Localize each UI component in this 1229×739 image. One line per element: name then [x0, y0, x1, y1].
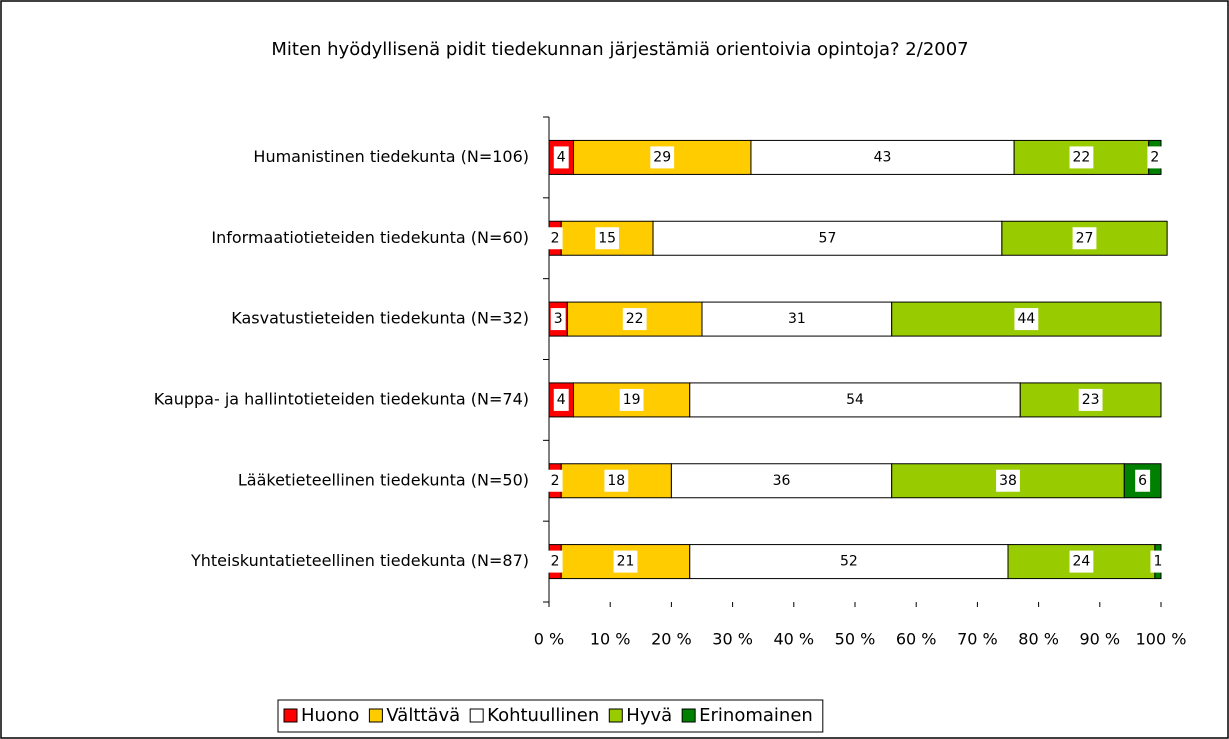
legend-box	[277, 699, 824, 733]
value-label: 1	[1153, 554, 1162, 570]
value-label-bg	[843, 388, 867, 411]
value-label-bg	[613, 550, 638, 573]
value-label-bg	[604, 469, 629, 492]
value-label-bg	[650, 146, 675, 169]
value-label-bg	[553, 388, 569, 411]
x-tick-label: 50 %	[835, 630, 876, 649]
value-label-bg	[553, 146, 569, 169]
category-label: Kasvatustieteiden tiedekunta (N=32)	[231, 309, 529, 328]
value-label: 23	[1082, 392, 1100, 408]
value-label-bg	[1147, 146, 1163, 169]
value-label: 44	[1017, 311, 1035, 327]
value-label-bg	[996, 469, 1020, 492]
x-tick-label: 40 %	[773, 630, 814, 649]
value-label-bg	[1014, 308, 1039, 331]
value-label: 22	[626, 311, 644, 327]
bar-segment	[560, 544, 691, 580]
legend-label: Huono	[301, 705, 359, 726]
chart-title: Miten hyödyllisenä pidit tiedekunnan jär…	[271, 39, 968, 60]
value-label-bg	[622, 308, 647, 331]
x-tick-label: 60 %	[896, 630, 937, 649]
value-label: 21	[617, 554, 635, 570]
legend-swatch	[608, 708, 623, 723]
value-label: 24	[1073, 554, 1091, 570]
category-label: Lääketieteellinen tiedekunta (N=50)	[238, 470, 529, 489]
value-label-bg	[595, 227, 620, 250]
x-tick-label: 20 %	[651, 630, 692, 649]
value-label-bg	[1078, 388, 1103, 411]
value-label: 27	[1076, 230, 1094, 246]
x-tick-label: 0 %	[534, 630, 564, 649]
value-label-bg	[1135, 469, 1151, 492]
legend-swatch	[368, 708, 383, 723]
legend-swatch	[283, 708, 298, 723]
value-label: 19	[623, 392, 641, 408]
value-label: 36	[773, 473, 791, 489]
value-label-bg	[1069, 146, 1094, 169]
value-label: 2	[551, 473, 560, 489]
value-label: 29	[653, 149, 671, 165]
legend-label: Kohtuullinen	[487, 705, 599, 726]
category-label: Yhteiskuntatieteellinen tiedekunta (N=87…	[190, 551, 529, 570]
value-label: 4	[557, 149, 566, 165]
x-tick-label: 100 %	[1136, 630, 1187, 649]
x-tick-label: 80 %	[1018, 630, 1059, 649]
value-label-bg	[1150, 550, 1166, 573]
category-label: Informaatiotieteiden tiedekunta (N=60)	[211, 228, 529, 247]
value-label-bg	[836, 550, 861, 573]
value-label-bg	[550, 308, 566, 331]
value-label: 57	[819, 230, 837, 246]
value-label-bg	[784, 308, 809, 331]
value-label-bg	[547, 550, 563, 573]
value-label: 3	[554, 311, 563, 327]
legend-swatch	[681, 708, 696, 723]
x-tick-label: 90 %	[1079, 630, 1120, 649]
legend-label: Hyvä	[626, 705, 672, 726]
value-label-bg	[769, 469, 794, 492]
x-tick-label: 10 %	[590, 630, 631, 649]
value-label: 4	[557, 392, 566, 408]
value-label: 38	[999, 473, 1017, 489]
value-label: 31	[788, 311, 806, 327]
value-label: 22	[1073, 149, 1091, 165]
value-label: 6	[1138, 473, 1147, 489]
value-label: 15	[598, 230, 616, 246]
value-label: 2	[1150, 149, 1159, 165]
value-label-bg	[1069, 550, 1094, 573]
value-label: 2	[551, 554, 560, 570]
value-label: 54	[846, 392, 864, 408]
value-label-bg	[547, 469, 563, 492]
x-tick-label: 30 %	[712, 630, 753, 649]
category-label: Humanistinen tiedekunta (N=106)	[253, 147, 529, 166]
value-label: 18	[607, 473, 625, 489]
value-label: 52	[840, 554, 858, 570]
legend-swatch	[469, 708, 484, 723]
value-label-bg	[870, 146, 895, 169]
value-label: 43	[874, 149, 892, 165]
value-label-bg	[619, 388, 644, 411]
legend-label: Välttävä	[386, 705, 460, 726]
category-label: Kauppa- ja hallintotieteiden tiedekunta …	[154, 389, 529, 408]
value-label-bg	[547, 227, 563, 250]
legend-label: Erinomainen	[699, 705, 813, 726]
x-tick-label: 70 %	[957, 630, 998, 649]
value-label-bg	[815, 227, 840, 250]
value-label: 2	[551, 230, 560, 246]
value-label-bg	[1072, 227, 1097, 250]
